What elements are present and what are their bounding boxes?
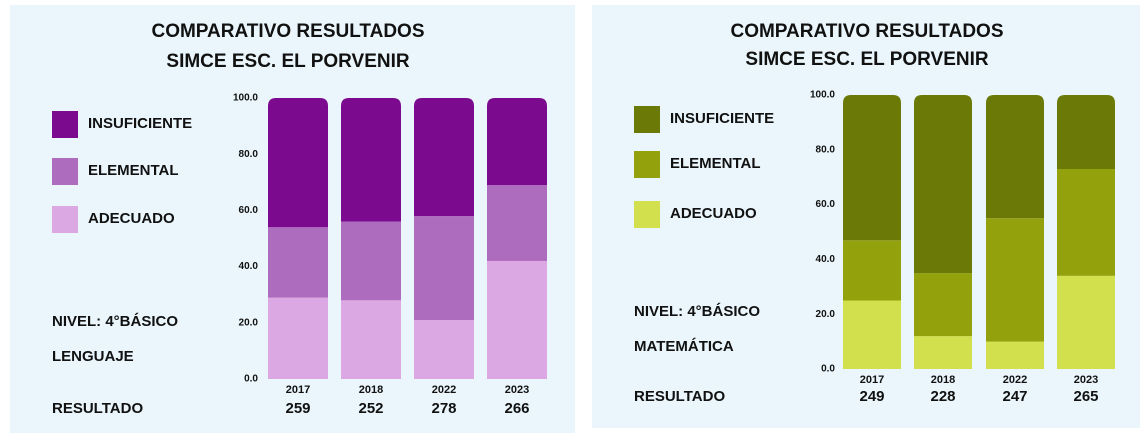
bar-segment [986, 341, 1044, 369]
bar-segment [1057, 95, 1115, 169]
x-tick-label: 2022 [1003, 374, 1027, 386]
score-label: 247 [1002, 388, 1027, 405]
y-tick-label: 40.0 [816, 254, 836, 265]
y-tick-label: 40.0 [239, 261, 259, 272]
bar-segment [914, 95, 972, 274]
subject-label: LENGUAJE [52, 348, 134, 365]
score-label: 228 [930, 388, 955, 405]
bar-segment [914, 336, 972, 369]
legend-swatch [634, 201, 660, 228]
bar-segment [487, 98, 547, 186]
bar-segment [1057, 168, 1115, 276]
bar-segment [843, 95, 901, 241]
y-tick-label: 0.0 [821, 364, 835, 375]
bar-segment [487, 260, 547, 379]
legend-swatch [52, 158, 78, 185]
x-tick-label: 2017 [286, 384, 310, 396]
y-tick-label: 80.0 [816, 144, 836, 155]
bar-segment [986, 95, 1044, 219]
bar-segment [341, 300, 401, 379]
level-label: NIVEL: 4°BÁSICO [52, 313, 178, 330]
x-tick-label: 2023 [505, 384, 529, 396]
y-tick-label: 100.0 [810, 90, 835, 101]
legend-swatch [634, 151, 660, 178]
score-label: 252 [358, 400, 383, 417]
subject-label: MATEMÁTICA [634, 338, 734, 355]
bar-segment [414, 98, 474, 217]
y-tick-label: 20.0 [816, 309, 836, 320]
bar-segment [414, 319, 474, 379]
legend-swatch [52, 111, 78, 138]
score-label: 278 [431, 400, 456, 417]
bar-segment [843, 240, 901, 301]
legend-label: ELEMENTAL [670, 155, 761, 172]
y-tick-label: 60.0 [239, 205, 259, 216]
bar-segment [341, 221, 401, 301]
legend-label: ELEMENTAL [88, 162, 179, 179]
bar-segment [268, 227, 328, 298]
y-tick-label: 100.0 [233, 93, 258, 104]
score-label: 249 [859, 388, 884, 405]
legend-label: INSUFICIENTE [670, 110, 774, 127]
score-label: 266 [504, 400, 529, 417]
y-tick-label: 0.0 [244, 374, 258, 385]
legend-swatch [52, 206, 78, 233]
score-label: 265 [1073, 388, 1098, 405]
x-tick-label: 2018 [359, 384, 383, 396]
x-tick-label: 2017 [860, 374, 884, 386]
x-tick-label: 2018 [931, 374, 955, 386]
bar-segment [986, 218, 1044, 342]
chart-title: SIMCE ESC. EL PORVENIR [166, 51, 409, 72]
x-tick-label: 2022 [432, 384, 456, 396]
score-label: 259 [285, 400, 310, 417]
legend-label: ADECUADO [670, 205, 757, 222]
level-label: NIVEL: 4°BÁSICO [634, 303, 760, 320]
legend-label: INSUFICIENTE [88, 115, 192, 132]
bar-segment [341, 98, 401, 222]
bar-segment [1057, 275, 1115, 369]
result-label: RESULTADO [634, 388, 725, 405]
bar-segment [843, 300, 901, 369]
bar-segment [914, 273, 972, 337]
legend-swatch [634, 106, 660, 133]
x-tick-label: 2023 [1074, 374, 1098, 386]
bar-segment [268, 98, 328, 228]
bar-segment [268, 297, 328, 379]
bar-segment [487, 185, 547, 261]
legend-label: ADECUADO [88, 210, 175, 227]
chart-title: SIMCE ESC. EL PORVENIR [745, 49, 988, 70]
y-tick-label: 80.0 [239, 149, 259, 160]
bar-segment [414, 216, 474, 320]
y-tick-label: 60.0 [816, 199, 836, 210]
result-label: RESULTADO [52, 400, 143, 417]
chart-title: COMPARATIVO RESULTADOS [151, 21, 424, 42]
chart-title: COMPARATIVO RESULTADOS [730, 21, 1003, 42]
y-tick-label: 20.0 [239, 317, 259, 328]
